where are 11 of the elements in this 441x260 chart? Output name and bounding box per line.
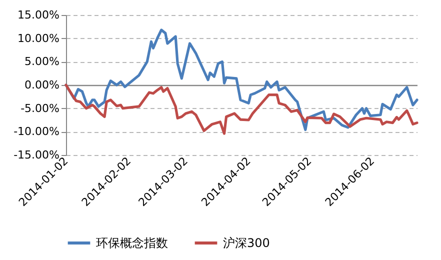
- y-tick-label: 0.00%: [24, 78, 60, 92]
- y-tick-label: 5.00%: [24, 55, 60, 68]
- line-series: [64, 28, 418, 132]
- y-tick-label: -5.00%: [20, 102, 60, 115]
- line-series: [64, 84, 418, 135]
- y-tick-label: 15.00%: [18, 8, 60, 22]
- y-tick-label: -15.00%: [14, 148, 60, 162]
- y-tick-label: 10.00%: [18, 32, 60, 45]
- legend-label: 沪深300: [223, 236, 270, 250]
- y-tick-label: -10.00%: [14, 125, 60, 138]
- legend-label: 环保概念指数: [96, 236, 168, 250]
